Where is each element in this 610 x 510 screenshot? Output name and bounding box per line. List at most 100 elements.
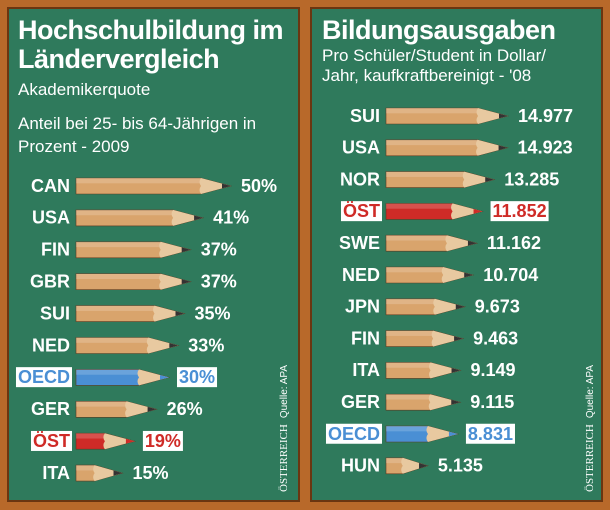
value-label: 26% xyxy=(167,399,203,419)
pencil-tip xyxy=(137,369,169,386)
pencil-lead xyxy=(419,463,428,469)
pencil-shade xyxy=(76,433,105,439)
pencil-lead xyxy=(147,406,157,412)
pencil-shade xyxy=(386,362,431,368)
value-label: 13.285 xyxy=(504,169,559,189)
label-box xyxy=(142,430,183,451)
pencil-shade xyxy=(386,108,478,114)
board xyxy=(310,7,603,502)
value-label: 5.135 xyxy=(438,456,483,476)
category-label: NED xyxy=(342,265,380,285)
pencil-tip xyxy=(125,401,157,418)
value-label: 11.162 xyxy=(487,233,541,253)
pencil-shade xyxy=(386,235,447,241)
pencil-lead xyxy=(222,183,231,189)
value-label: 37% xyxy=(201,271,237,291)
pencil-shade xyxy=(76,209,174,216)
value-label: 50% xyxy=(241,176,277,196)
pencil-shade xyxy=(76,465,95,471)
pencil-lead xyxy=(448,431,458,437)
label-box xyxy=(15,367,72,388)
category-label: SWE xyxy=(339,233,380,253)
category-label: FIN xyxy=(351,328,380,348)
pencil-tip xyxy=(159,273,191,290)
value-label: 19% xyxy=(145,431,181,451)
pencil-shade xyxy=(386,139,478,146)
pencil-shade xyxy=(386,171,465,177)
pencil-lead xyxy=(499,113,508,119)
chart-note: Anteil bei 25- bis 64-Jährigen in Prozen… xyxy=(18,114,257,156)
pencil-shade xyxy=(76,273,161,280)
pencil-shade xyxy=(386,426,428,432)
brand-name: ÖSTERREICH xyxy=(584,424,596,492)
pencil-lead xyxy=(113,470,123,476)
pencil-shade xyxy=(76,401,127,407)
pencil-shade xyxy=(386,330,434,336)
pencil-tip xyxy=(146,337,179,354)
category-label: SUI xyxy=(350,106,380,126)
category-label: USA xyxy=(342,138,380,158)
category-label: HUN xyxy=(341,456,380,476)
chart-title: Bildungsausgaben xyxy=(322,15,556,45)
pencil-lead xyxy=(473,209,483,214)
label-box xyxy=(465,423,515,444)
source: Quelle: APA xyxy=(279,365,290,419)
label-box xyxy=(30,430,72,451)
chart-subtitle: Pro Schüler/Student in Dollar/ Jahr, kau… xyxy=(322,46,546,85)
pencil-lead xyxy=(451,399,461,405)
category-label: NOR xyxy=(340,169,380,189)
category-label: NED xyxy=(32,335,70,355)
pencil-shade xyxy=(386,394,431,400)
label-box xyxy=(177,367,218,388)
category-label: ÖST xyxy=(33,431,70,451)
brand: ÖSTERREICH Quelle: APA xyxy=(278,365,290,492)
pencil-lead xyxy=(181,247,191,253)
pencil-shade xyxy=(76,241,161,248)
pencil-lead xyxy=(169,343,179,348)
pencil-shade xyxy=(386,298,435,305)
pencil-tip xyxy=(103,433,135,450)
value-label: 14.977 xyxy=(518,106,573,126)
category-label: GER xyxy=(31,399,70,419)
pencil-lead xyxy=(455,304,465,310)
value-label: 37% xyxy=(201,240,237,260)
pencil-shade xyxy=(386,203,453,209)
pencil-tip xyxy=(441,267,474,283)
pencil-tip xyxy=(431,330,464,347)
category-label: SUI xyxy=(40,303,70,323)
category-label: OECD xyxy=(328,424,380,444)
pencil-tip xyxy=(171,209,204,226)
pencil-lead xyxy=(498,145,508,151)
pencil-shade xyxy=(386,457,403,464)
value-label: 10.704 xyxy=(483,265,538,285)
value-label: 14.923 xyxy=(518,138,573,158)
value-label: 15% xyxy=(133,463,169,483)
value-label: 9.463 xyxy=(473,328,518,348)
source: Quelle: APA xyxy=(585,365,596,419)
pencil-tip xyxy=(159,241,191,258)
value-label: 33% xyxy=(188,335,224,355)
value-label: 41% xyxy=(213,208,249,228)
pencil-lead xyxy=(485,177,495,182)
category-label: JPN xyxy=(345,297,380,317)
pencil-tip xyxy=(428,394,461,411)
category-label: ITA xyxy=(42,463,70,483)
category-label: CAN xyxy=(31,176,70,196)
pencil-shade xyxy=(76,178,201,184)
label-box xyxy=(340,201,382,222)
pencil-tip xyxy=(429,362,461,379)
value-label: 11.852 xyxy=(493,201,547,221)
label-box xyxy=(490,201,549,222)
pencil-lead xyxy=(451,368,461,373)
value-label: 30% xyxy=(179,367,215,387)
pencil-lead xyxy=(464,272,474,278)
value-label: 8.831 xyxy=(468,424,513,444)
brand-name: ÖSTERREICH xyxy=(278,424,290,492)
value-label: 35% xyxy=(195,303,231,323)
category-label: FIN xyxy=(41,240,70,260)
category-label: ITA xyxy=(352,360,380,380)
label-box xyxy=(325,423,382,444)
category-label: ÖST xyxy=(343,201,380,221)
